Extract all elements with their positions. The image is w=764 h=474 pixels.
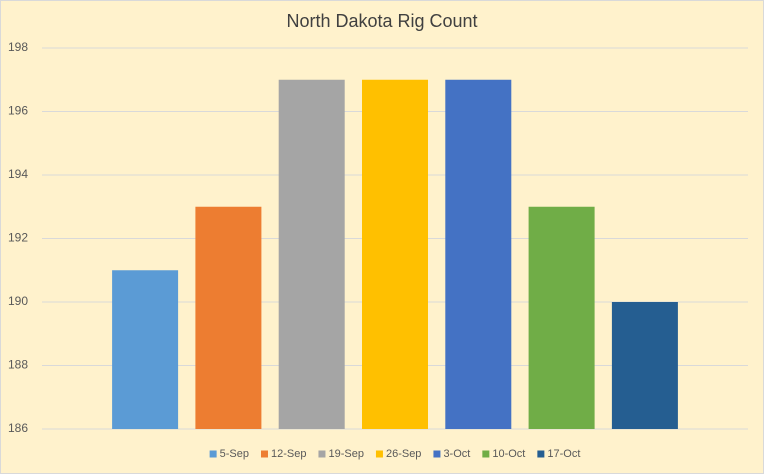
- legend-label: 3-Oct: [443, 448, 470, 460]
- y-tick-label: 188: [8, 358, 28, 372]
- legend-swatch: [537, 450, 545, 458]
- y-tick-label: 186: [8, 421, 28, 435]
- legend-label: 19-Sep: [328, 448, 363, 460]
- legend-swatch: [209, 450, 217, 458]
- legend-swatch: [375, 450, 383, 458]
- bar: [112, 270, 179, 429]
- legend-label: 17-Oct: [547, 448, 580, 460]
- chart-title: North Dakota Rig Count: [286, 11, 477, 31]
- bar: [528, 206, 595, 429]
- legend-label: 26-Sep: [386, 448, 421, 460]
- bar: [278, 79, 345, 429]
- y-tick-label: 190: [8, 294, 28, 308]
- y-tick-label: 192: [8, 231, 28, 245]
- bar: [611, 302, 678, 429]
- legend-label: 10-Oct: [492, 448, 525, 460]
- bar: [445, 79, 512, 429]
- y-tick-label: 196: [8, 104, 28, 118]
- legend-swatch: [318, 450, 326, 458]
- y-tick-label: 194: [8, 167, 28, 181]
- legend-swatch: [433, 450, 441, 458]
- y-tick-label: 198: [8, 40, 28, 54]
- bar: [362, 79, 428, 429]
- legend-label: 5-Sep: [220, 448, 249, 460]
- legend-swatch: [260, 450, 268, 458]
- bar: [195, 206, 262, 429]
- legend-swatch: [482, 450, 490, 458]
- legend-label: 12-Sep: [271, 448, 306, 460]
